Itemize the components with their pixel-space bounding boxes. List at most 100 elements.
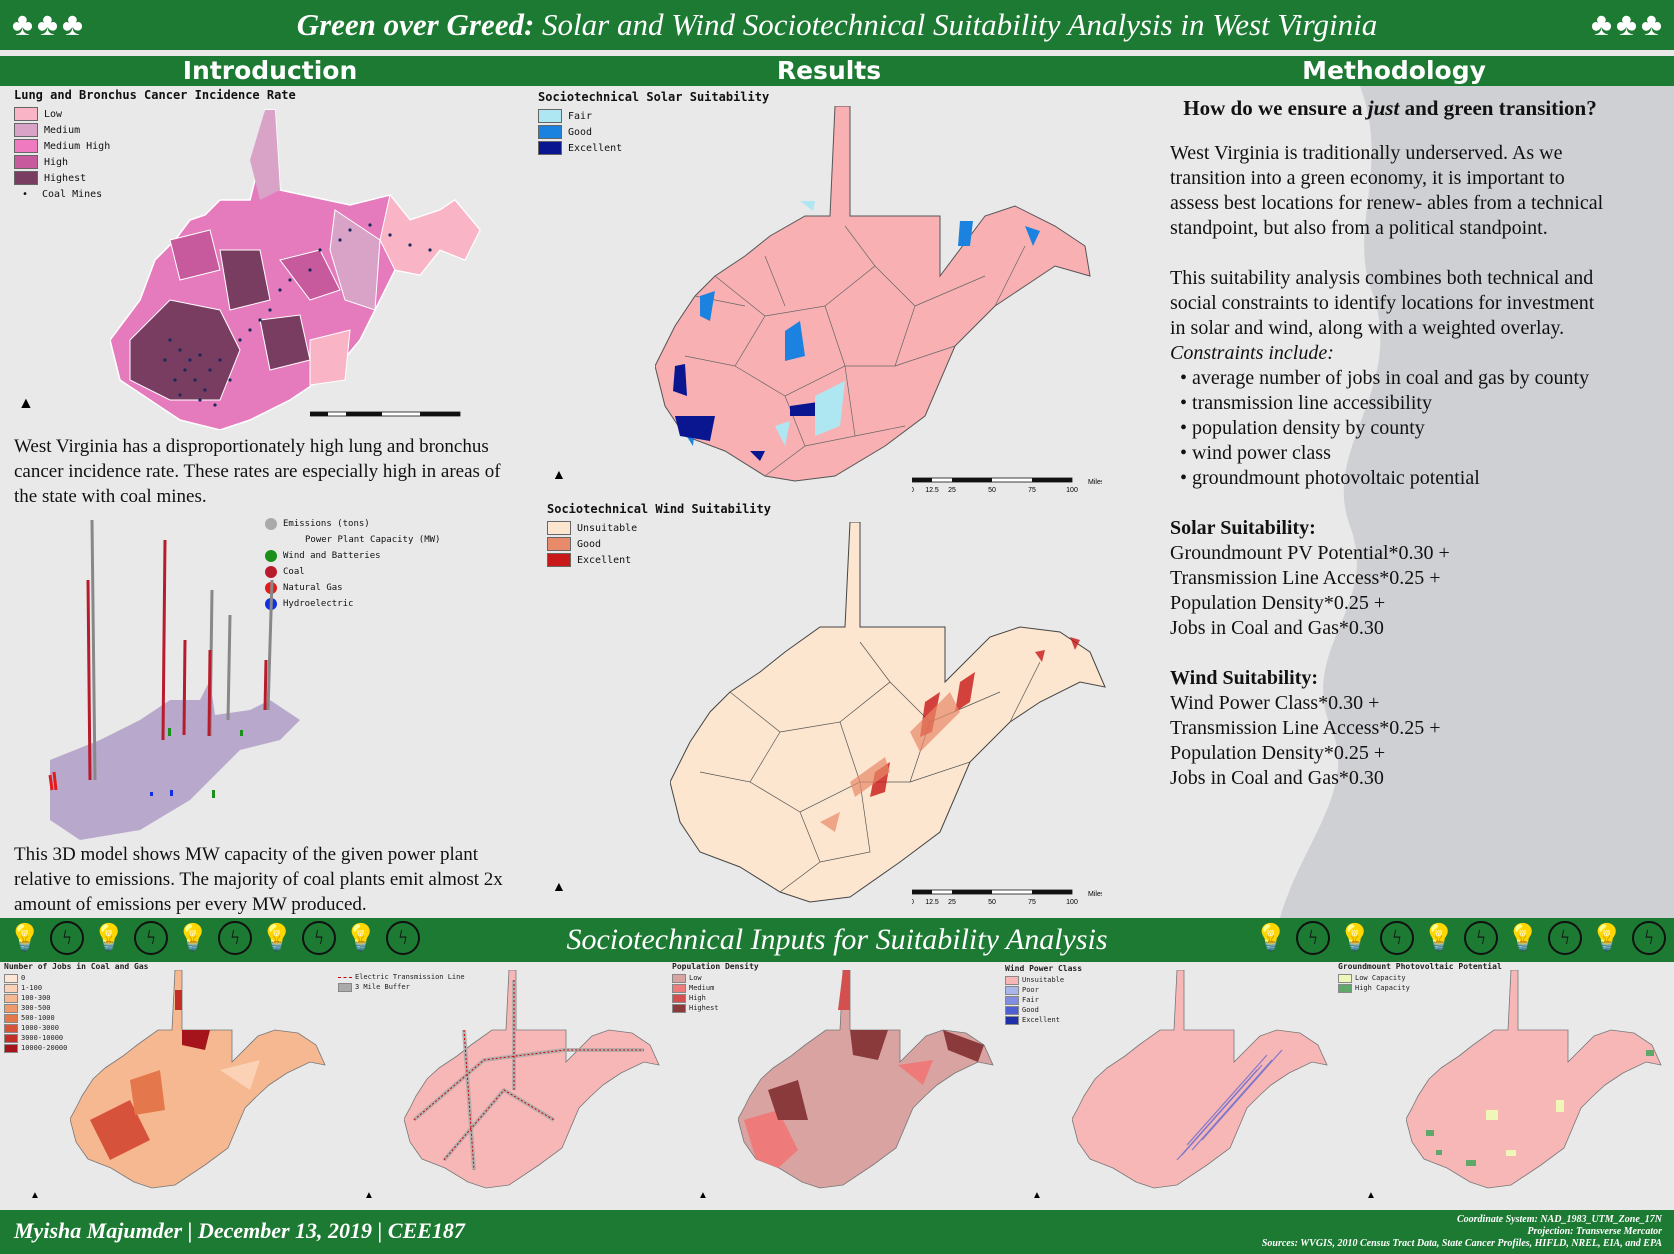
- methodology-paragraph-2: This suitability analysis combines both …: [1170, 267, 1595, 339]
- sprout-icon: ♣: [37, 6, 58, 42]
- coal-mine-point: [228, 378, 232, 382]
- legend-label: Unsuitable: [1022, 976, 1065, 984]
- transmission-legend: Electric Transmission Line 3 Mile Buffer: [338, 972, 465, 992]
- sprout-icon-group: ♣ ♣ ♣: [1591, 7, 1662, 41]
- legend-label: Low: [689, 974, 702, 982]
- formula-line: Transmission Line Access*0.25 +: [1170, 717, 1441, 739]
- legend-swatch: [4, 1013, 18, 1023]
- legend-swatch: [4, 1043, 18, 1053]
- legend-item: Low Capacity: [1338, 973, 1502, 983]
- pv-input-map: [1406, 970, 1662, 1189]
- pv-legend: Groundmount Photovoltaic Potential Low Ca…: [1338, 962, 1502, 993]
- coal-mine-point: [208, 368, 212, 372]
- legend-swatch: [4, 983, 18, 993]
- legend-item: 1-100: [4, 983, 149, 993]
- lightbulb-icon: 💡: [1338, 923, 1372, 952]
- legend-swatch: [538, 109, 562, 123]
- scale-bar: [310, 411, 461, 417]
- legend-item: Medium High: [14, 138, 296, 154]
- legend-swatch: [672, 993, 686, 1003]
- legend-swatch: [547, 553, 571, 567]
- legend-item: 500-1000: [4, 1013, 149, 1023]
- lightbulb-icon: 💡: [8, 923, 42, 952]
- wind-suitability-map: [670, 522, 1106, 903]
- wind-formula: Wind Power Class*0.30 + Transmission Line…: [1170, 691, 1610, 791]
- legend-item: Excellent: [547, 552, 771, 568]
- lightbulb-icon: 💡: [1422, 923, 1456, 952]
- coal-mine-point: [238, 338, 242, 342]
- legend-item: Excellent: [1005, 1015, 1082, 1025]
- formula-line: Population Density*0.25 +: [1170, 592, 1386, 614]
- formula-line: Jobs in Coal and Gas*0.30: [1170, 617, 1384, 639]
- lightbulb-icon: 💡: [1506, 923, 1540, 952]
- lightning-bolt-icon: ϟ: [1464, 921, 1498, 955]
- formula-line: Wind Power Class*0.30 +: [1170, 692, 1380, 714]
- legend-swatch: [4, 1003, 18, 1013]
- north-arrow-icon: ▲: [1032, 1190, 1042, 1201]
- constraint-item: wind power class: [1180, 441, 1610, 466]
- constraints-list: average number of jobs in coal and gas b…: [1170, 366, 1610, 491]
- legend-item: Wind and Batteries: [265, 548, 440, 564]
- coal-mine-point: [318, 248, 322, 252]
- scale-tick-label: 25: [948, 487, 956, 494]
- legend-swatch: [4, 1033, 18, 1043]
- legend-label: Highest: [44, 172, 87, 184]
- constraint-item: transmission line accessibility: [1180, 391, 1610, 416]
- legend-swatch: [1005, 985, 1019, 995]
- solar-scale-bar: 0 12.5 25 50 75 100 Miles: [910, 474, 1105, 501]
- coal-mine-point: [408, 243, 412, 247]
- title-bar: ♣ ♣ ♣ Green over Greed: Solar and Wind Soc…: [0, 0, 1674, 50]
- legend-label: Excellent: [577, 554, 632, 566]
- north-arrow-icon: ▲: [30, 1190, 40, 1201]
- legend-label: High: [44, 156, 69, 168]
- legend-swatch: [538, 141, 562, 155]
- legend-label: Good: [568, 126, 593, 138]
- legend-label: 10000-20000: [21, 1044, 68, 1052]
- coal-mine-point: [388, 233, 392, 237]
- legend-swatch: [672, 1003, 686, 1013]
- legend-swatch: [538, 125, 562, 139]
- coal-mine-point: [163, 358, 167, 362]
- power-plant-3d-map: [48, 519, 300, 840]
- legend-label: 100-300: [21, 994, 51, 1002]
- legend-label: 0: [21, 974, 26, 982]
- north-arrow-icon: ▲: [364, 1190, 374, 1201]
- jobs-input-map: [70, 970, 326, 1189]
- legend-swatch: [1005, 975, 1019, 985]
- scale-unit-label: Miles: [1088, 479, 1102, 486]
- legend-item: 300-500: [4, 1003, 149, 1013]
- legend-swatch: [265, 566, 277, 578]
- coal-mine-point: [218, 358, 222, 362]
- coal-mine-point: [368, 223, 372, 227]
- legend-swatch: [1005, 1005, 1019, 1015]
- scale-tick-label: 0: [912, 899, 914, 906]
- north-arrow-icon: ▲: [552, 880, 566, 895]
- legend-item: 0: [4, 973, 149, 983]
- legend-item: High Capacity: [1338, 983, 1502, 993]
- coal-mine-point: [203, 388, 207, 392]
- section-methodology: Methodology: [1302, 56, 1486, 85]
- legend-swatch: [14, 139, 38, 153]
- legend-label: Natural Gas: [283, 583, 343, 593]
- legend-label: High Capacity: [1355, 984, 1410, 992]
- coal-mine-point: [278, 288, 282, 292]
- scale-tick-label: 12.5: [925, 899, 939, 906]
- coal-mine-point: [348, 228, 352, 232]
- legend-label: 300-500: [21, 1004, 51, 1012]
- legend-item: High: [672, 993, 759, 1003]
- scale-tick-label: 50: [988, 487, 996, 494]
- legend-label: Hydroelectric: [283, 599, 354, 609]
- sprout-icon-group: ♣ ♣ ♣: [12, 7, 83, 41]
- coal-mine-point: [268, 308, 272, 312]
- lightning-bolt-icon: ϟ: [1548, 921, 1582, 955]
- sprout-icon: ♣: [1591, 6, 1612, 42]
- coal-mine-point: [173, 378, 177, 382]
- constraint-item: groundmount photovoltaic potential: [1180, 466, 1610, 491]
- north-arrow-icon: ▲: [698, 1190, 708, 1201]
- formula-line: Groundmount PV Potential*0.30 +: [1170, 542, 1450, 564]
- legend-item: Good: [547, 536, 771, 552]
- formula-line: Population Density*0.25 +: [1170, 742, 1386, 764]
- coal-mine-point: [198, 353, 202, 357]
- legend-label: Excellent: [568, 142, 623, 154]
- scale-tick-label: 75: [1028, 487, 1036, 494]
